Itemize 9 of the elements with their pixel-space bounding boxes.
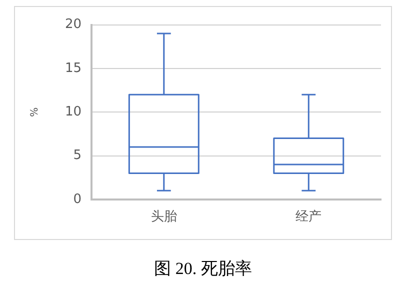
y-axis-title: % (30, 107, 41, 117)
text: 图 20. 死胎率 (153, 258, 253, 280)
y-tick-label: 5 (73, 148, 82, 164)
x-tick-label: 头胎 (150, 210, 177, 225)
y-tick-label: 0 (73, 192, 82, 207)
y-tick-label: 20 (64, 17, 82, 32)
x-tick-label: 经产 (296, 210, 322, 225)
y-tick-label: 15 (64, 60, 82, 76)
y-tick-label: 10 (64, 104, 82, 120)
